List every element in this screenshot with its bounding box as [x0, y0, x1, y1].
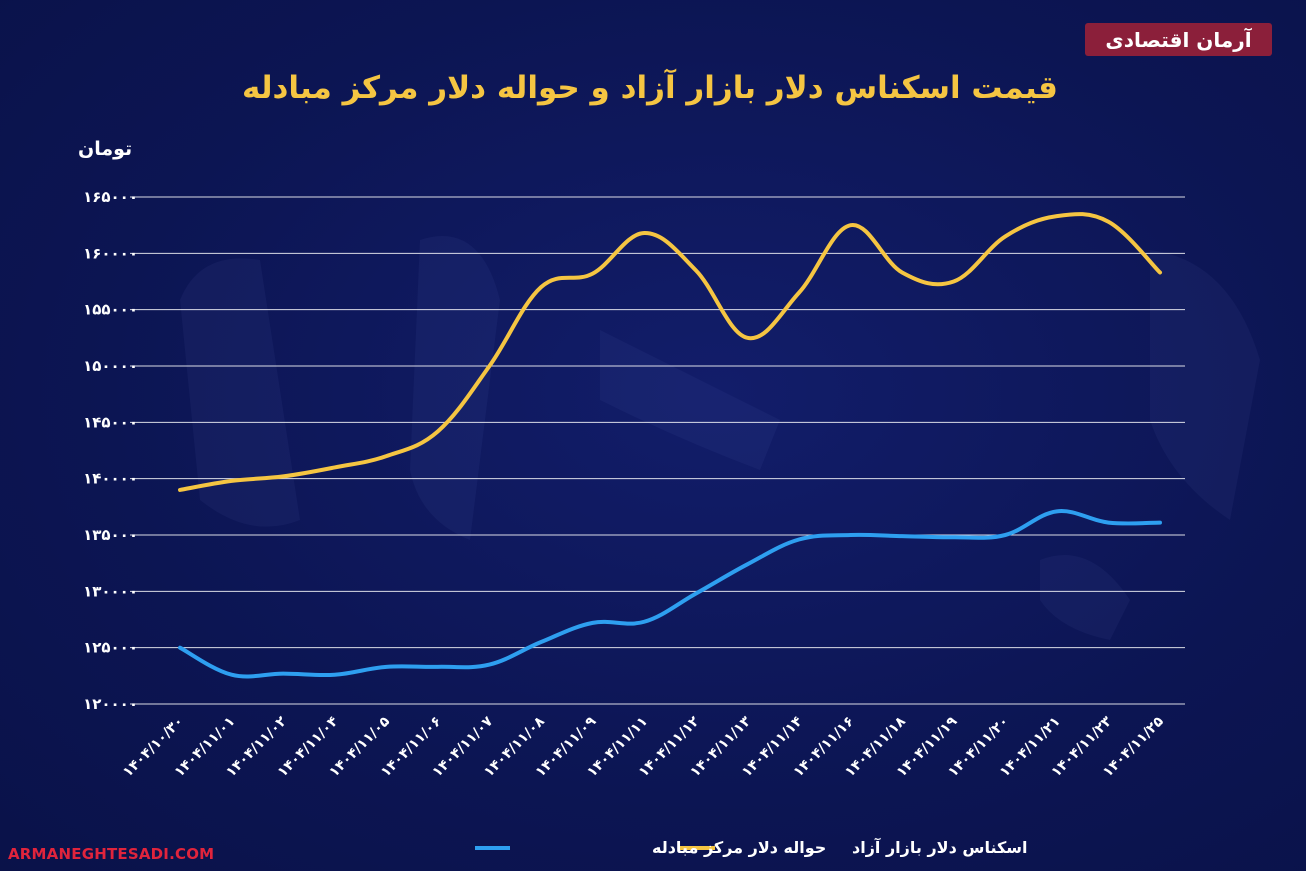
data-point — [281, 474, 285, 478]
data-point — [952, 535, 956, 539]
y-axis-unit-label: تومان — [78, 138, 133, 160]
data-point — [1003, 234, 1007, 238]
data-point — [797, 291, 801, 295]
data-point — [1106, 521, 1110, 525]
data-point — [281, 672, 285, 676]
y-tick-label: ۱۶۰۰۰۰ — [83, 244, 138, 262]
y-tick-label: ۱۲۵۰۰۰ — [83, 639, 138, 657]
data-point — [849, 533, 853, 537]
y-tick-label: ۱۶۵۰۰۰ — [83, 188, 138, 206]
y-tick-label: ۱۵۵۰۰۰ — [83, 301, 138, 319]
y-tick-label: ۱۳۰۰۰۰ — [83, 582, 138, 600]
y-tick-label: ۱۳۵۰۰۰ — [83, 526, 138, 544]
data-point — [230, 673, 234, 677]
data-point — [178, 646, 182, 650]
legend-label-free-market: اسکناس دلار بازار آزاد — [852, 837, 1028, 857]
data-point — [333, 465, 337, 469]
y-tick-label: ۱۲۰۰۰۰ — [83, 695, 138, 713]
brand-logo: آرمان اقتصادی — [1085, 23, 1272, 56]
series-line-free-market — [178, 212, 1162, 492]
data-point — [436, 429, 440, 433]
data-point — [642, 231, 646, 235]
y-tick-label: ۱۴۰۰۰۰ — [83, 470, 138, 488]
data-point — [694, 268, 698, 272]
data-point — [694, 592, 698, 596]
data-point — [230, 479, 234, 483]
data-point — [745, 336, 749, 340]
y-tick-label: ۱۴۵۰۰۰ — [83, 413, 138, 431]
legend-label-exchange-center: حواله دلار مرکز مبادله — [652, 838, 826, 857]
watermark-logo — [180, 236, 1260, 640]
data-point — [849, 223, 853, 227]
chart-title: قیمت اسکناس دلار بازار آزاد و حواله دلار… — [242, 70, 1058, 106]
data-point — [436, 665, 440, 669]
data-point — [797, 538, 801, 542]
data-point — [591, 621, 595, 625]
data-point — [900, 534, 904, 538]
data-point — [952, 280, 956, 283]
y-tick-label: ۱۵۰۰۰۰ — [83, 357, 138, 375]
data-point — [487, 364, 491, 368]
data-point — [1003, 533, 1007, 537]
data-point — [384, 454, 388, 458]
data-point — [539, 640, 543, 644]
series-line-exchange-center — [178, 509, 1162, 679]
data-point — [1055, 214, 1059, 218]
website-url: ARMANEGHTESADI.COM — [8, 845, 215, 863]
data-point — [591, 272, 595, 276]
data-point — [1055, 509, 1059, 513]
data-point — [745, 562, 749, 566]
data-point — [1158, 270, 1162, 274]
data-point — [487, 663, 491, 667]
data-point — [900, 270, 904, 274]
data-point — [1158, 521, 1162, 525]
data-point — [1106, 220, 1110, 224]
data-point — [384, 665, 388, 669]
data-point — [642, 620, 646, 624]
data-point — [539, 285, 543, 289]
data-point — [333, 673, 337, 677]
data-point — [178, 488, 182, 492]
